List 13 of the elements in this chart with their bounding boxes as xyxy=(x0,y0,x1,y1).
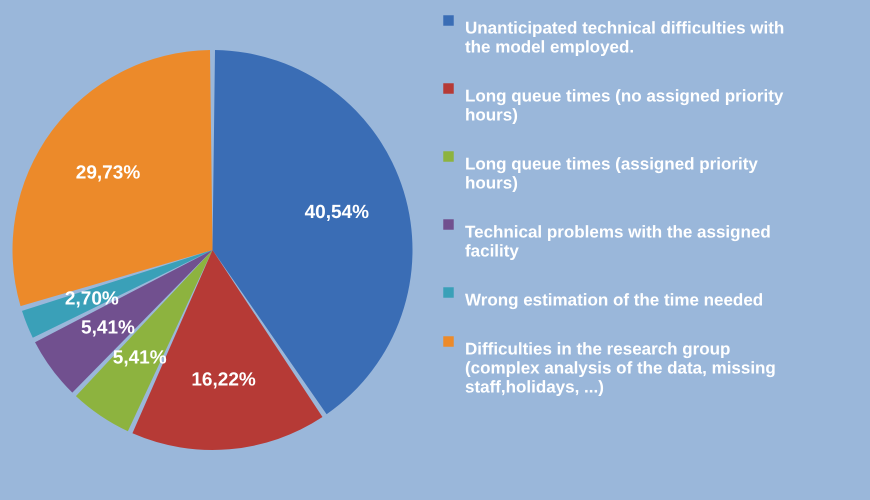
data-label: 40,54% xyxy=(304,202,370,223)
legend-label: Difficulties in the research group (complex analysis of the data, missing staff,holidays, ...) xyxy=(465,340,776,396)
data-label: 5,41% xyxy=(81,317,136,338)
legend-label: Long queue times (no assigned priority hours) xyxy=(465,86,784,124)
data-label: 29,73% xyxy=(76,162,140,184)
pie-slice xyxy=(22,250,212,338)
data-label: 2,70% xyxy=(64,288,119,310)
legend-label: Long queue times (assigned priority hours) xyxy=(465,154,758,192)
data-label: 16,22% xyxy=(191,370,256,391)
legend-label: Wrong estimation of the time needed xyxy=(465,290,764,310)
pie-slice xyxy=(12,50,212,306)
legend-label: Technical problems with the assigned facility xyxy=(465,222,771,260)
legend-label: Unanticipated technical difficulties with the model employed. xyxy=(465,18,784,56)
